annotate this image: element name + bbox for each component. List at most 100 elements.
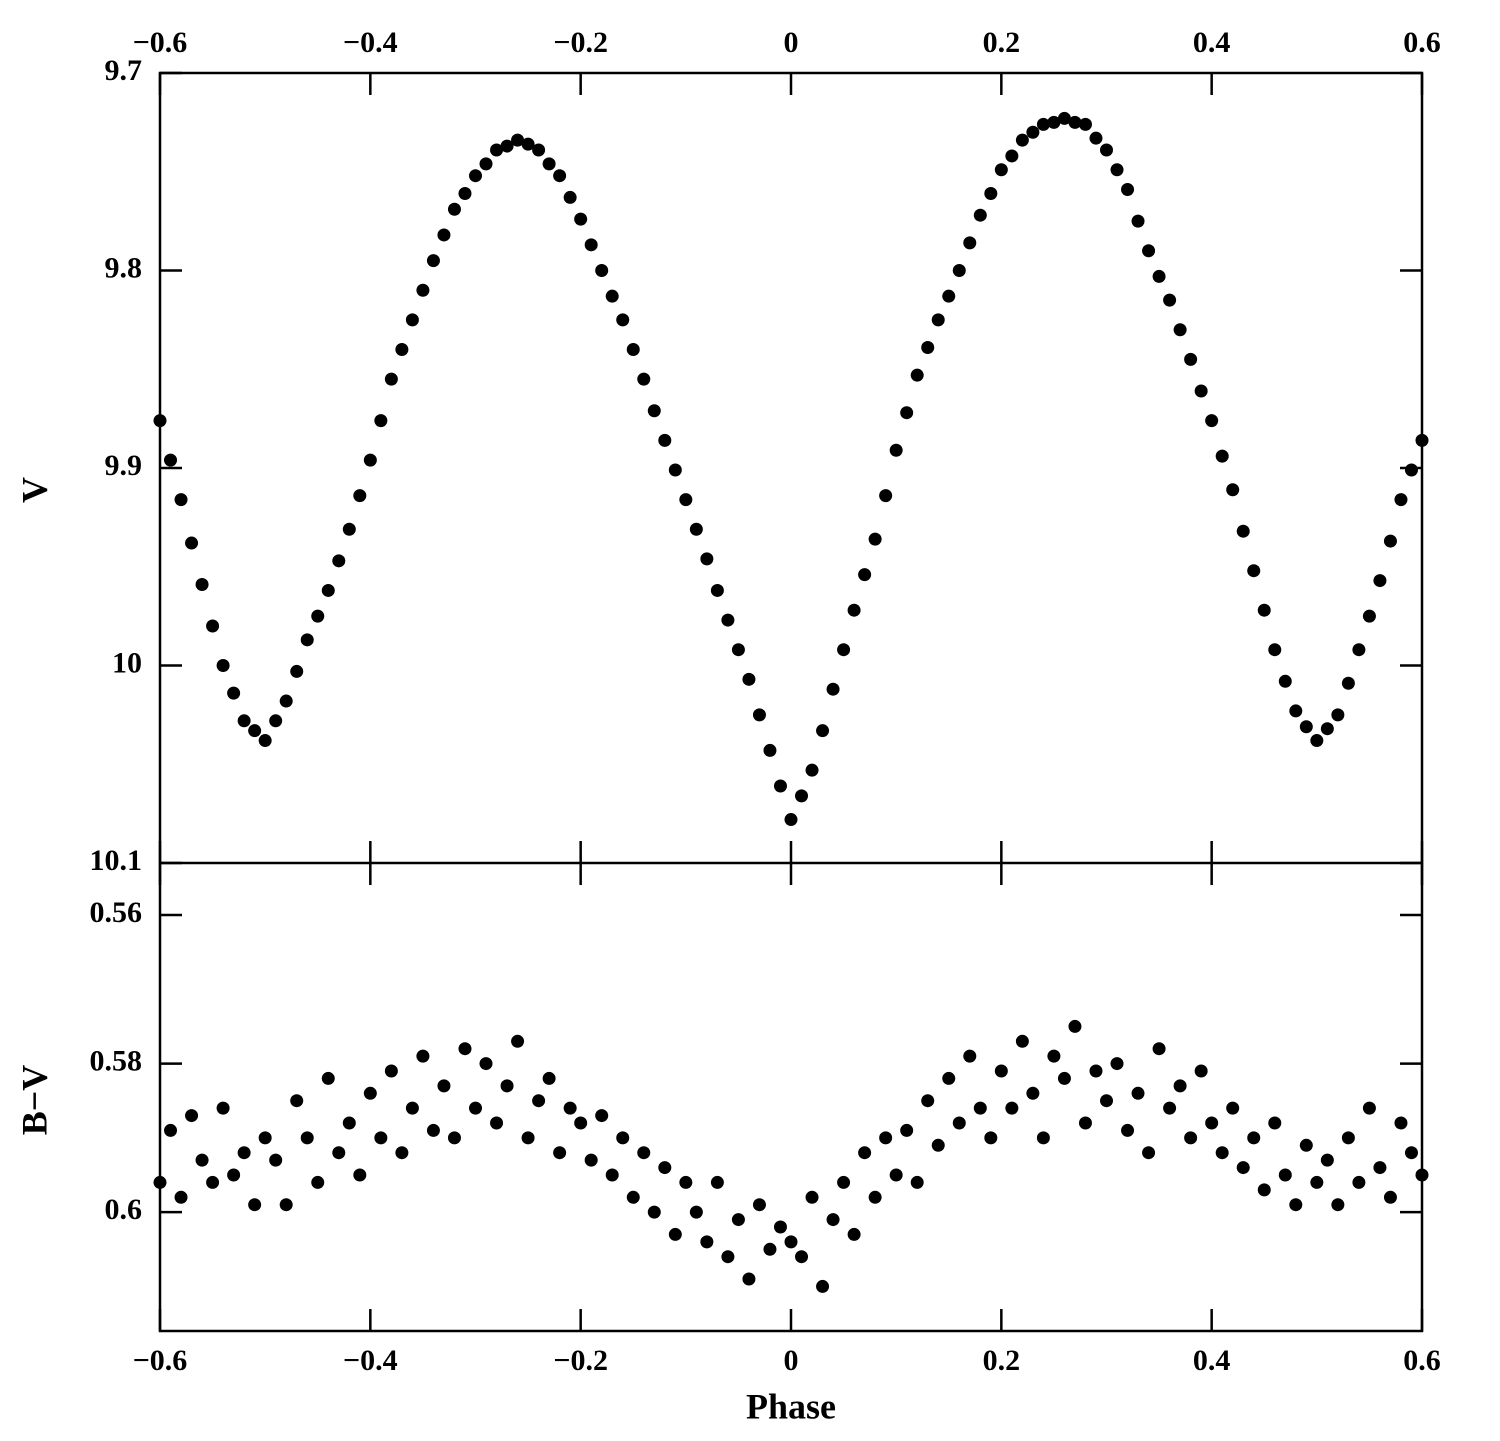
x-tick-label: 0.6 (1403, 26, 1441, 59)
data-point (1268, 643, 1282, 657)
data-point (700, 552, 714, 566)
data-point (248, 724, 262, 738)
data-point (269, 1153, 283, 1167)
data-point (574, 1116, 588, 1130)
data-point (353, 489, 367, 503)
data-point (994, 163, 1008, 177)
data-point (1131, 214, 1145, 228)
data-point (858, 1146, 872, 1160)
x-tick-label: −0.6 (133, 1344, 188, 1377)
data-point (837, 643, 851, 657)
data-point (279, 1198, 293, 1212)
data-point (469, 169, 482, 183)
data-point (1268, 1116, 1282, 1130)
data-point (521, 1131, 535, 1145)
data-point (553, 169, 567, 183)
data-point (921, 1094, 935, 1108)
data-point (826, 682, 840, 696)
data-point (1110, 1057, 1124, 1071)
data-point (1205, 1116, 1219, 1130)
data-point (174, 493, 188, 507)
data-point (290, 1094, 304, 1108)
data-point (1121, 183, 1135, 197)
data-point (279, 694, 293, 708)
x-tick-label: 0.4 (1193, 26, 1231, 59)
y-tick-label: 10 (112, 646, 142, 679)
data-point (1142, 1146, 1156, 1160)
data-point (1341, 1131, 1355, 1145)
data-point (795, 1250, 809, 1264)
data-point (795, 789, 809, 803)
data-point (973, 1101, 987, 1115)
data-point (595, 264, 609, 277)
data-point (584, 1153, 598, 1167)
data-point (963, 236, 977, 250)
data-point (332, 554, 346, 568)
data-point (447, 202, 461, 216)
data-point (1289, 1198, 1303, 1212)
data-point (1373, 574, 1387, 588)
data-point (679, 493, 693, 507)
data-point (563, 190, 577, 204)
data-point (1247, 564, 1261, 578)
data-point (816, 1279, 830, 1293)
data-point (195, 578, 209, 592)
data-point (752, 708, 766, 722)
data-point (1341, 676, 1355, 690)
data-point (816, 724, 830, 738)
data-point (1089, 1064, 1103, 1078)
data-point (1068, 115, 1082, 129)
data-point (731, 1213, 745, 1227)
data-point (1194, 384, 1208, 398)
x-tick-label: −0.2 (553, 1344, 608, 1377)
x-tick-label: −0.4 (343, 1344, 398, 1377)
data-point (847, 603, 861, 617)
data-point (185, 536, 199, 550)
x-tick-label: 0.2 (983, 26, 1021, 59)
data-point (1362, 609, 1376, 623)
data-point (321, 1071, 335, 1085)
data-point (700, 1235, 714, 1249)
data-point (910, 1175, 924, 1189)
data-point (206, 619, 220, 633)
data-point (1005, 149, 1019, 163)
data-point (1373, 1161, 1387, 1175)
data-point (1110, 163, 1124, 177)
data-point (490, 143, 504, 157)
data-point (479, 1057, 493, 1071)
data-point (437, 228, 451, 242)
data-point (321, 583, 335, 597)
x-tick-label: −0.2 (553, 26, 608, 59)
data-point (1289, 704, 1303, 718)
data-point (216, 1101, 230, 1115)
data-point (532, 1094, 546, 1108)
data-point (1121, 1123, 1135, 1137)
data-point (710, 1175, 724, 1189)
data-point (595, 1109, 609, 1123)
data-point (1026, 1086, 1040, 1100)
data-point (900, 406, 914, 420)
data-point (1383, 534, 1397, 548)
data-point (1331, 708, 1345, 722)
data-point (1394, 1116, 1408, 1130)
data-point (689, 522, 703, 536)
data-point (637, 372, 651, 386)
data-point (658, 1161, 672, 1175)
data-point (216, 659, 230, 672)
data-point (469, 1101, 482, 1115)
data-point (1299, 720, 1313, 734)
data-point (174, 1190, 188, 1204)
data-point (1299, 1138, 1313, 1152)
data-point (1415, 1168, 1429, 1182)
data-point (164, 1123, 178, 1137)
data-point (1036, 1131, 1050, 1145)
data-point (858, 568, 872, 582)
data-point (984, 1131, 998, 1145)
data-point (395, 1146, 409, 1160)
data-point (931, 1138, 945, 1152)
data-point (1226, 1101, 1240, 1115)
data-point (1036, 117, 1050, 131)
data-point (1005, 1101, 1019, 1115)
data-point (153, 414, 167, 428)
